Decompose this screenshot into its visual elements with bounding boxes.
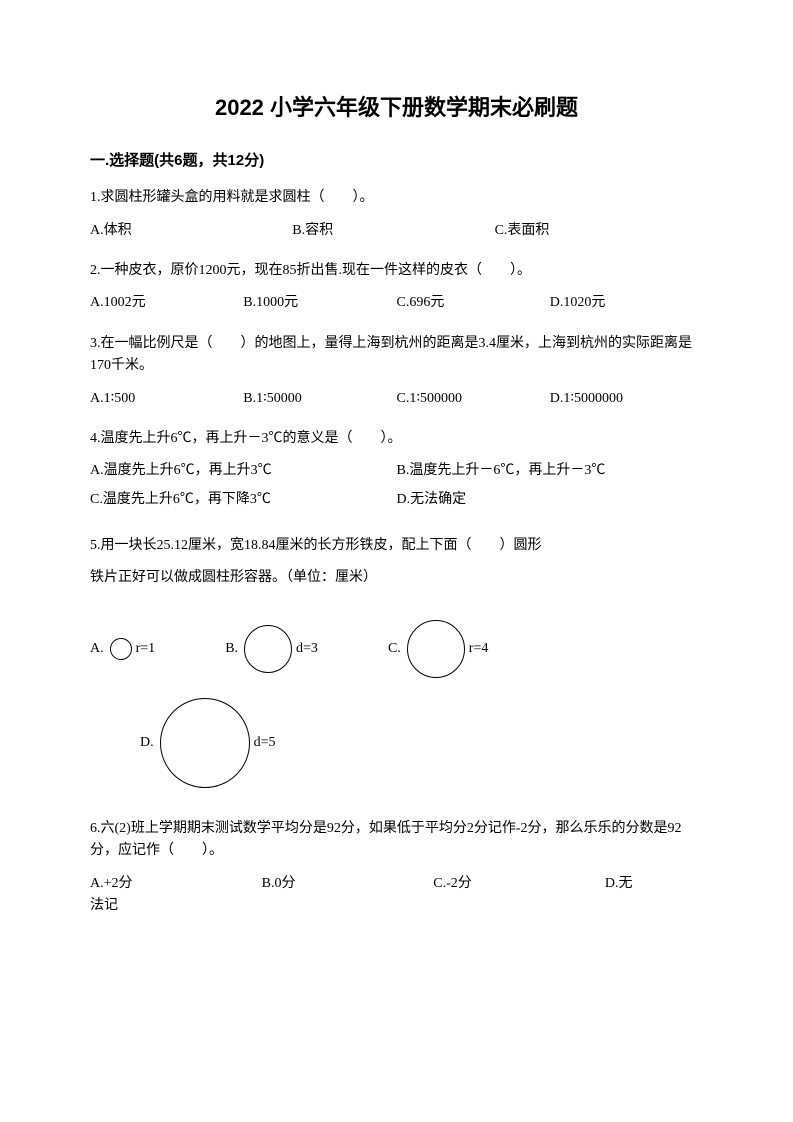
q2-text: 2.一种皮衣，原价1200元，现在85折出售.现在一件这样的皮衣（ ）。: [90, 260, 703, 282]
question-6: 6.六(2)班上学期期末测试数学平均分是92分，如果低于平均分2分记作-2分，那…: [90, 818, 703, 918]
q6-option-d: D.无: [605, 873, 703, 895]
q1-option-c: C.表面积: [495, 220, 697, 242]
q6-options: A.+2分 B.0分 C.-2分 D.无: [90, 873, 703, 895]
q5-d-suffix: d=5: [254, 732, 276, 754]
q4-options: A.温度先上升6℃，再上升3℃ B.温度先上升－6℃，再上升－3℃ C.温度先上…: [90, 460, 703, 517]
q2-option-b: B.1000元: [243, 292, 396, 314]
q6-option-b: B.0分: [262, 873, 434, 895]
q2-option-d: D.1020元: [550, 292, 703, 314]
q4-option-d: D.无法确定: [397, 489, 704, 511]
circle-icon-c: [407, 620, 465, 678]
q5-b-label: B.: [225, 638, 238, 660]
question-3: 3.在一幅比例尺是（ ）的地图上，量得上海到杭州的距离是3.4厘米，上海到杭州的…: [90, 333, 703, 410]
q4-option-b: B.温度先上升－6℃，再上升－3℃: [397, 460, 704, 482]
q5-a-suffix: r=1: [136, 638, 156, 660]
q5-a-label: A.: [90, 638, 104, 660]
section-header: 一.选择题(共6题，共12分): [90, 149, 703, 173]
q5-option-d: D. d=5: [140, 698, 276, 788]
q3-option-c: C.1∶500000: [397, 388, 550, 410]
q5-c-suffix: r=4: [469, 638, 489, 660]
q3-option-d: D.1∶5000000: [550, 388, 703, 410]
q5-option-c: C. r=4: [388, 620, 488, 678]
q3-text: 3.在一幅比例尺是（ ）的地图上，量得上海到杭州的距离是3.4厘米，上海到杭州的…: [90, 333, 703, 378]
q6-option-c: C.-2分: [433, 873, 605, 895]
q5-text-2: 铁片正好可以做成圆柱形容器。（单位：厘米）: [90, 567, 703, 589]
q3-option-a: A.1∶500: [90, 388, 243, 410]
question-1: 1.求圆柱形罐头盒的用料就是求圆柱（ ）。 A.体积 B.容积 C.表面积: [90, 187, 703, 242]
page-title: 2022 小学六年级下册数学期末必刷题: [90, 90, 703, 125]
q2-option-c: C.696元: [397, 292, 550, 314]
q2-options: A.1002元 B.1000元 C.696元 D.1020元: [90, 292, 703, 314]
q5-text-1: 5.用一块长25.12厘米，宽18.84厘米的长方形铁皮，配上下面（ ）圆形: [90, 535, 703, 557]
q6-option-d-cont: 法记: [90, 895, 703, 917]
q3-option-b: B.1∶50000: [243, 388, 396, 410]
q6-text: 6.六(2)班上学期期末测试数学平均分是92分，如果低于平均分2分记作-2分，那…: [90, 818, 703, 863]
q5-d-label: D.: [140, 732, 154, 754]
circle-icon-b: [244, 625, 292, 673]
question-5: 5.用一块长25.12厘米，宽18.84厘米的长方形铁皮，配上下面（ ）圆形 铁…: [90, 535, 703, 788]
q3-options: A.1∶500 B.1∶50000 C.1∶500000 D.1∶5000000: [90, 388, 703, 410]
q5-c-label: C.: [388, 638, 401, 660]
q2-option-a: A.1002元: [90, 292, 243, 314]
q4-option-a: A.温度先上升6℃，再上升3℃: [90, 460, 397, 482]
q4-text: 4.温度先上升6℃，再上升－3℃的意义是（ ）。: [90, 428, 703, 450]
q1-options: A.体积 B.容积 C.表面积: [90, 220, 703, 242]
q5-b-suffix: d=3: [296, 638, 318, 660]
circle-icon-a: [110, 638, 132, 660]
q5-options-row1: A. r=1 B. d=3 C. r=4: [90, 620, 703, 678]
q1-option-a: A.体积: [90, 220, 292, 242]
q5-option-b: B. d=3: [225, 625, 318, 673]
q1-text: 1.求圆柱形罐头盒的用料就是求圆柱（ ）。: [90, 187, 703, 209]
circle-icon-d: [160, 698, 250, 788]
q5-options-row2: D. d=5: [140, 698, 703, 788]
q6-option-a: A.+2分: [90, 873, 262, 895]
q1-option-b: B.容积: [292, 220, 494, 242]
question-2: 2.一种皮衣，原价1200元，现在85折出售.现在一件这样的皮衣（ ）。 A.1…: [90, 260, 703, 315]
q4-option-c: C.温度先上升6℃，再下降3℃: [90, 489, 397, 511]
q5-option-a: A. r=1: [90, 638, 155, 660]
question-4: 4.温度先上升6℃，再上升－3℃的意义是（ ）。 A.温度先上升6℃，再上升3℃…: [90, 428, 703, 517]
